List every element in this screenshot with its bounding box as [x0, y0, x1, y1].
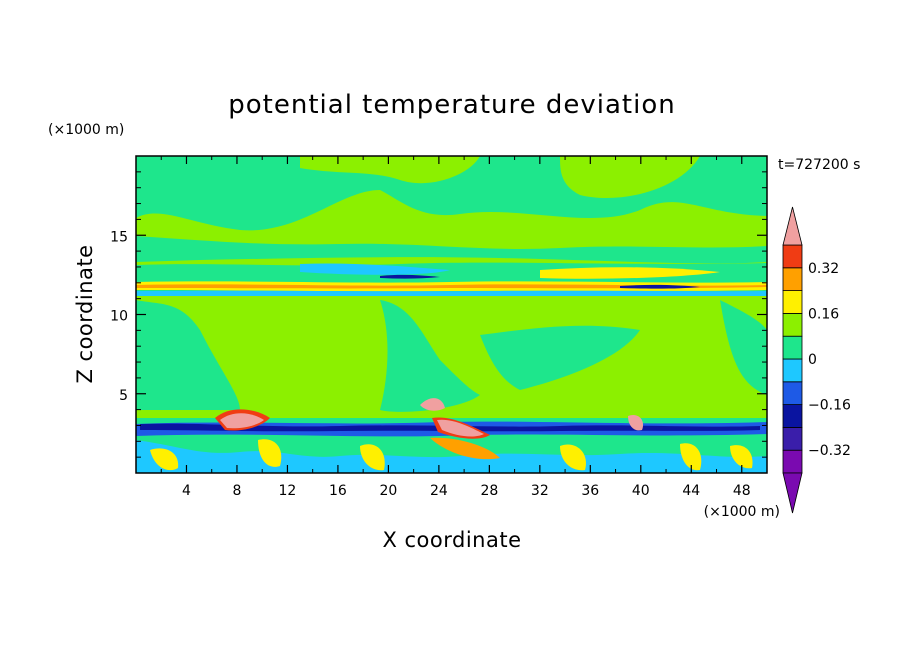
x-tick-label: 24 — [430, 483, 448, 499]
x-tick-label: 48 — [733, 483, 751, 499]
colorbar-tick-label: 0.16 — [808, 306, 839, 322]
contour-band-mid — [720, 300, 767, 395]
x-tick-label: 36 — [581, 483, 599, 499]
boundary-layer-band — [430, 437, 500, 460]
contour-band-tropopause — [300, 263, 450, 275]
contour-band-mid — [136, 300, 240, 410]
contour-band-tropopause — [380, 274, 440, 279]
x-tick-label: 16 — [329, 483, 347, 499]
y-axis-label: Z coordinate — [73, 244, 97, 383]
colorbar-swatch — [782, 312, 803, 337]
contour-band-mid — [480, 325, 640, 390]
colorbar-swatch — [782, 267, 803, 291]
y-tick-label: 10 — [110, 309, 128, 325]
x-tick-label: 28 — [480, 483, 498, 499]
colorbar-swatch — [782, 449, 803, 474]
contour-band-upper — [300, 156, 480, 184]
colorbar-max-arrow — [782, 206, 803, 246]
colorbar-swatch — [782, 358, 803, 383]
contour-band-tropopause — [136, 284, 767, 289]
warm-plume — [437, 419, 484, 437]
y-tick-label: 15 — [110, 229, 128, 245]
colorbar-tick-label: 0 — [808, 352, 817, 368]
x-axis-unit: (×1000 m) — [704, 504, 780, 520]
x-tick-label: 44 — [682, 483, 700, 499]
warm-plume — [628, 414, 644, 431]
contour-band-upper — [560, 156, 700, 199]
boundary-layer-band — [360, 444, 385, 471]
x-tick-label: 4 — [182, 483, 191, 499]
colorbar-tick-label: −0.16 — [808, 398, 851, 414]
contour-band-tropopause — [540, 267, 720, 279]
x-tick-label: 32 — [531, 483, 549, 499]
x-tick-label: 8 — [232, 483, 241, 499]
boundary-layer-band — [150, 448, 179, 471]
warm-plume — [420, 398, 445, 411]
y-axis-unit: (×1000 m) — [48, 122, 124, 138]
colorbar-min-arrow — [782, 472, 803, 514]
colorbar: 0.32 0.16 0 −0.16 −0.32 — [782, 206, 851, 514]
boundary-layer-band — [258, 439, 282, 467]
x-axis: 4 8 12 16 20 24 28 32 36 40 44 48 — [160, 156, 751, 499]
y-axis: 5 10 15 — [110, 171, 767, 458]
warm-plume — [220, 413, 264, 429]
x-axis-label: X coordinate — [382, 528, 521, 552]
colorbar-tick-label: −0.32 — [808, 443, 851, 459]
colorbar-swatch — [782, 335, 803, 360]
colorbar-tick-label: 0.32 — [808, 261, 839, 277]
colorbar-swatch — [782, 426, 803, 451]
contour-band-tropopause — [136, 290, 767, 296]
y-tick-label: 5 — [119, 388, 128, 404]
boundary-layer-band — [136, 440, 767, 473]
boundary-layer-band — [560, 444, 586, 471]
colorbar-swatch — [782, 244, 803, 269]
contour-band-mid — [380, 300, 480, 412]
chart-title: potential temperature deviation — [228, 90, 675, 120]
colorbar-swatch — [782, 381, 803, 405]
boundary-layer-band — [730, 445, 753, 469]
colorbar-swatch — [782, 404, 803, 428]
contour-band-upper — [136, 236, 767, 264]
contour-band-tropopause — [620, 284, 700, 289]
x-tick-label: 40 — [632, 483, 650, 499]
time-label: t=727200 s — [778, 157, 860, 173]
contour-field — [136, 156, 767, 473]
colorbar-swatch — [782, 290, 803, 314]
x-tick-label: 20 — [379, 483, 397, 499]
x-tick-label: 12 — [279, 483, 297, 499]
boundary-layer-band — [680, 443, 702, 471]
